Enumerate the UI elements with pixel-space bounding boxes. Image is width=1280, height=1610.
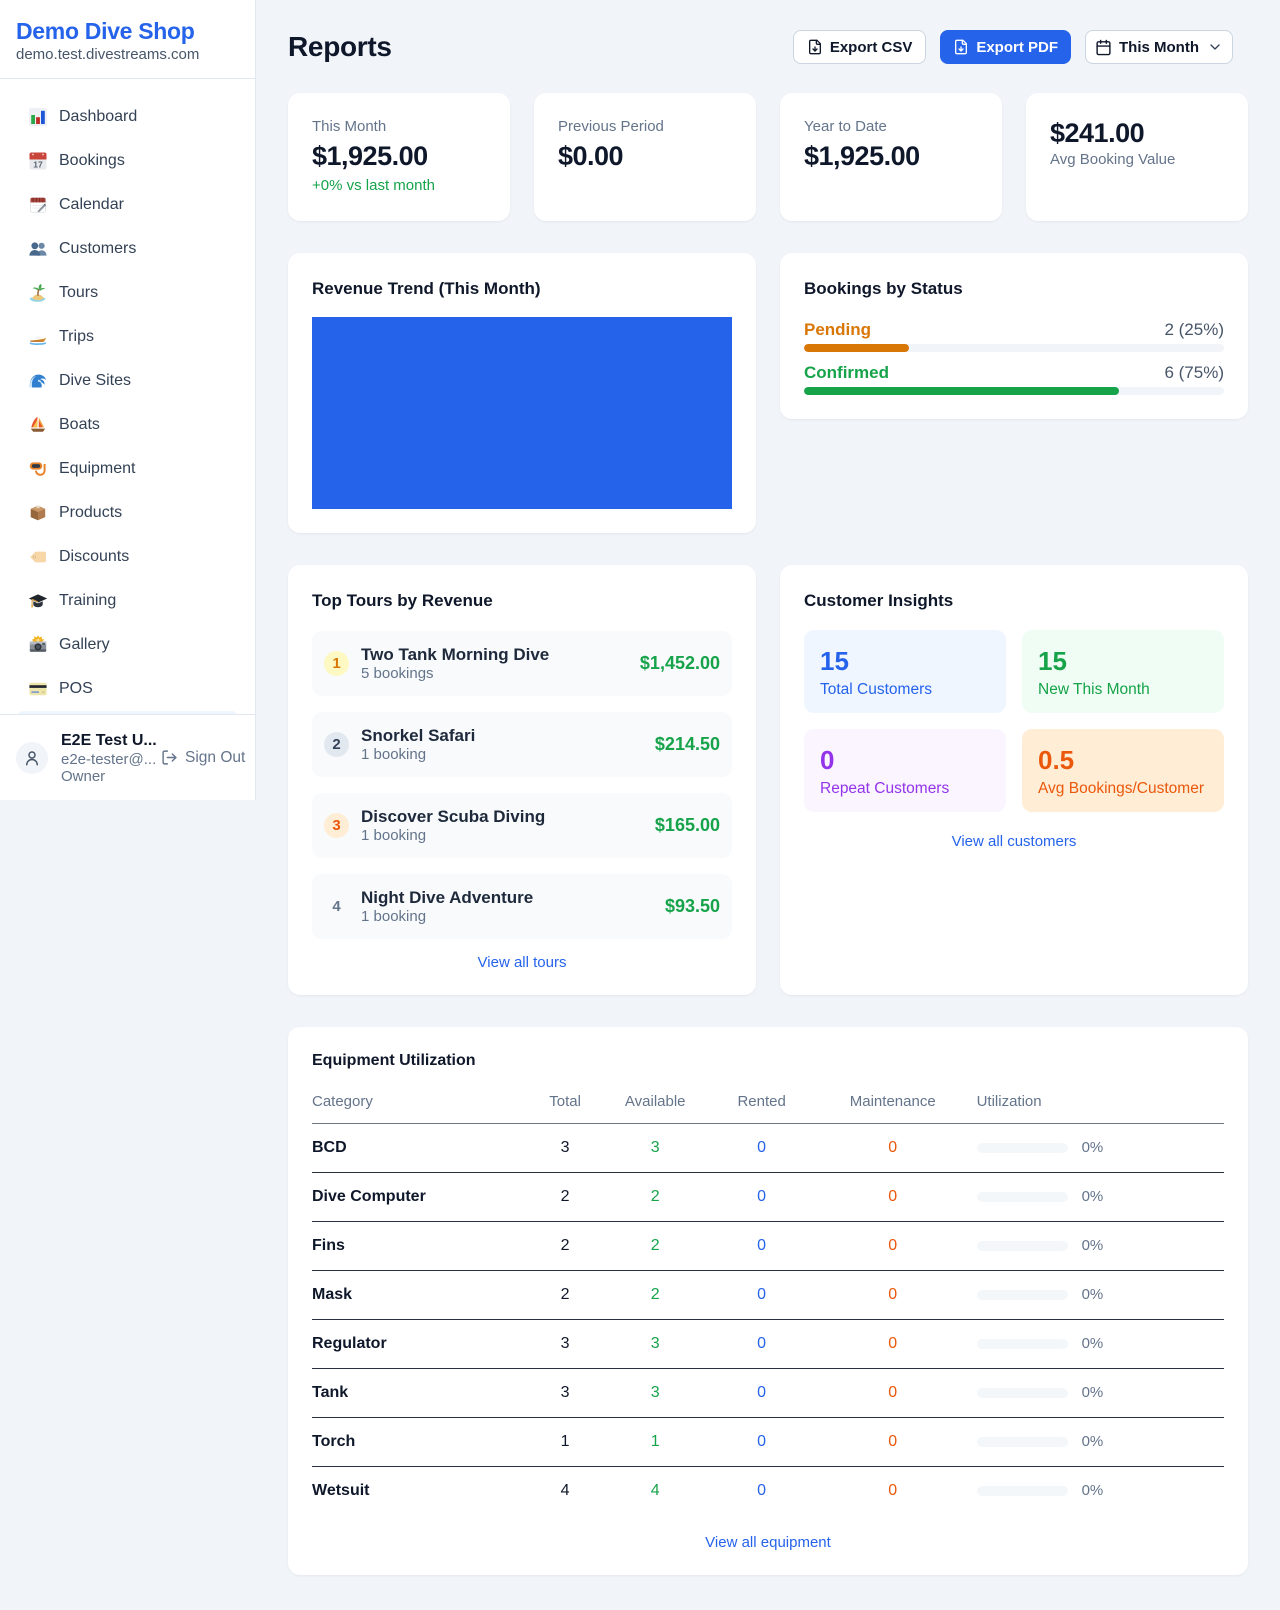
- svg-text:17: 17: [33, 159, 43, 169]
